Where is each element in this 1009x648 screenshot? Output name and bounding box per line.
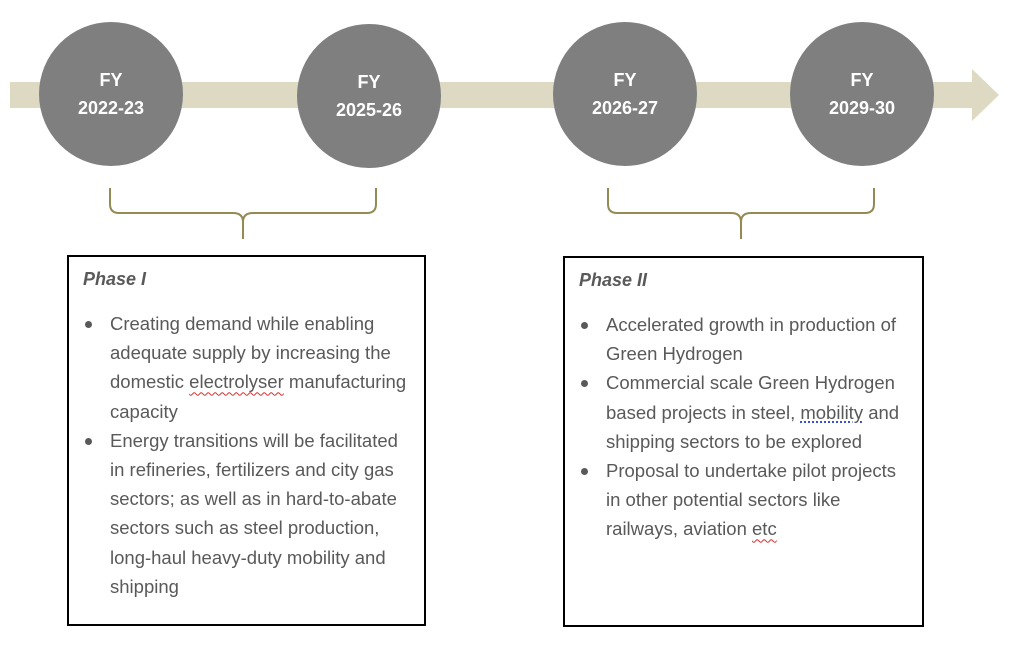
phase-1-title: Phase I <box>83 269 147 289</box>
phase-2-bullet: Accelerated growth in production of Gree… <box>579 310 908 368</box>
bullet-dot-icon <box>85 321 92 328</box>
timeline-arrow-shape <box>10 69 999 121</box>
phase-2-bullet: Proposal to undertake pilot projects in … <box>579 456 908 544</box>
bullet-text: Accelerated growth in production of Gree… <box>606 314 897 365</box>
phase-2-title: Phase II <box>579 270 648 290</box>
bullet-text: Creating demand while enabling adequate … <box>110 313 391 393</box>
spellcheck-word[interactable]: electrolyser <box>189 371 284 393</box>
phase-1-bullet: Energy transitions will be facilitated i… <box>83 426 410 601</box>
phase-2-bullet: Commercial scale Green Hydrogen based pr… <box>579 368 908 456</box>
milestone-fy-2022-23: FY 2022-23 <box>39 22 183 166</box>
bullet-text: Energy transitions will be facilitated i… <box>110 429 398 597</box>
milestone-label-year: 2029-30 <box>828 98 896 118</box>
phase-2-brace <box>607 188 875 239</box>
bullet-dot-icon <box>581 380 588 388</box>
bullet-text-end: and shipping sectors to be explored <box>606 401 900 452</box>
milestone-label-year: 2025-26 <box>335 100 403 120</box>
bullet-dot-icon <box>581 468 588 476</box>
bullet-text-end: manufacturing capacity <box>110 371 407 422</box>
phase-1-bullet: Creating demand while enabling adequate … <box>83 309 410 426</box>
milestone-label-fy: FY <box>613 70 637 90</box>
milestone-fy-2025-26: FY 2025-26 <box>297 24 441 168</box>
phase-2-list: Accelerated growth in production of Gree… <box>579 310 908 544</box>
milestone-label-fy: FY <box>99 70 123 90</box>
phase-2-box: Phase II Accelerated growth in productio… <box>563 256 924 627</box>
milestone-fy-2026-27: FY 2026-27 <box>553 22 697 166</box>
milestone-label-fy: FY <box>357 72 381 92</box>
milestone-fy-2029-30: FY 2029-30 <box>790 22 934 166</box>
milestone-label-year: 2022-23 <box>77 98 145 118</box>
bullet-text: Proposal to undertake pilot projects in … <box>606 460 897 540</box>
phase-1-box: Phase I Creating demand while enabling a… <box>67 255 426 626</box>
bullet-dot-icon <box>85 437 92 445</box>
phase-1-list: Creating demand while enabling adequate … <box>83 309 410 601</box>
milestone-label-year: 2026-27 <box>591 98 659 118</box>
bullet-text: Commercial scale Green Hydrogen based pr… <box>606 372 895 423</box>
grammar-check-word[interactable]: mobility <box>800 401 864 423</box>
phase-1-brace <box>109 188 377 239</box>
bullet-dot-icon <box>581 322 588 329</box>
spellcheck-word[interactable]: etc <box>752 518 777 540</box>
milestone-label-fy: FY <box>850 70 874 90</box>
